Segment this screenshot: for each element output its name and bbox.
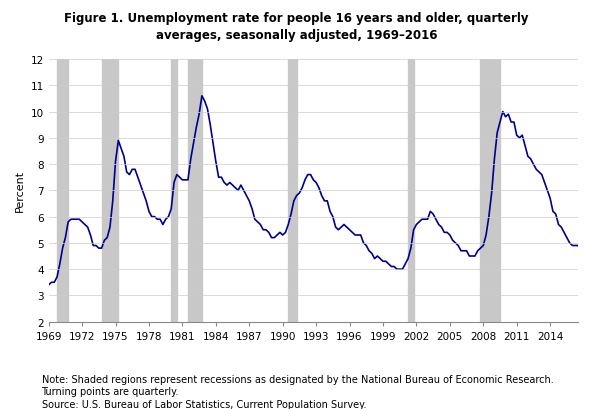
- Text: Source: U.S. Bureau of Labor Statistics, Current Population Survey.: Source: U.S. Bureau of Labor Statistics,…: [42, 399, 366, 409]
- Bar: [480, 60, 500, 322]
- Text: Figure 1. Unemployment rate for people 16 years and older, quarterly: Figure 1. Unemployment rate for people 1…: [64, 12, 529, 25]
- Text: Note: Shaded regions represent recessions as designated by the National Bureau o: Note: Shaded regions represent recession…: [42, 374, 553, 384]
- Text: averages, seasonally adjusted, 1969–2016: averages, seasonally adjusted, 1969–2016: [156, 29, 437, 42]
- Bar: [408, 60, 414, 322]
- Y-axis label: Percent: Percent: [15, 170, 25, 212]
- Bar: [171, 60, 177, 322]
- Bar: [288, 60, 296, 322]
- Bar: [57, 60, 68, 322]
- Bar: [101, 60, 119, 322]
- Bar: [188, 60, 202, 322]
- Text: Turning points are quarterly.: Turning points are quarterly.: [42, 387, 179, 396]
